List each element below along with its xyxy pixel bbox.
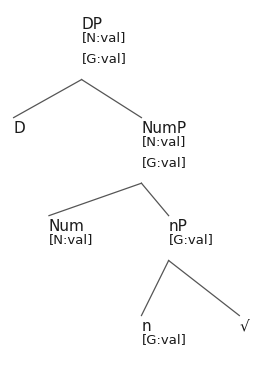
Text: [G:val]: [G:val]: [141, 156, 186, 169]
Text: Num: Num: [49, 219, 85, 234]
Text: n: n: [141, 319, 151, 334]
Text: [N:val]: [N:val]: [49, 233, 93, 246]
Text: [G:val]: [G:val]: [169, 233, 214, 246]
Text: [N:val]: [N:val]: [141, 135, 186, 148]
Text: D: D: [14, 121, 25, 136]
Text: NumP: NumP: [141, 121, 187, 136]
Text: √: √: [239, 319, 249, 334]
Text: [G:val]: [G:val]: [141, 333, 186, 346]
Text: [G:val]: [G:val]: [82, 52, 126, 65]
Text: nP: nP: [169, 219, 187, 234]
Text: [N:val]: [N:val]: [82, 31, 126, 44]
Text: DP: DP: [82, 17, 103, 32]
